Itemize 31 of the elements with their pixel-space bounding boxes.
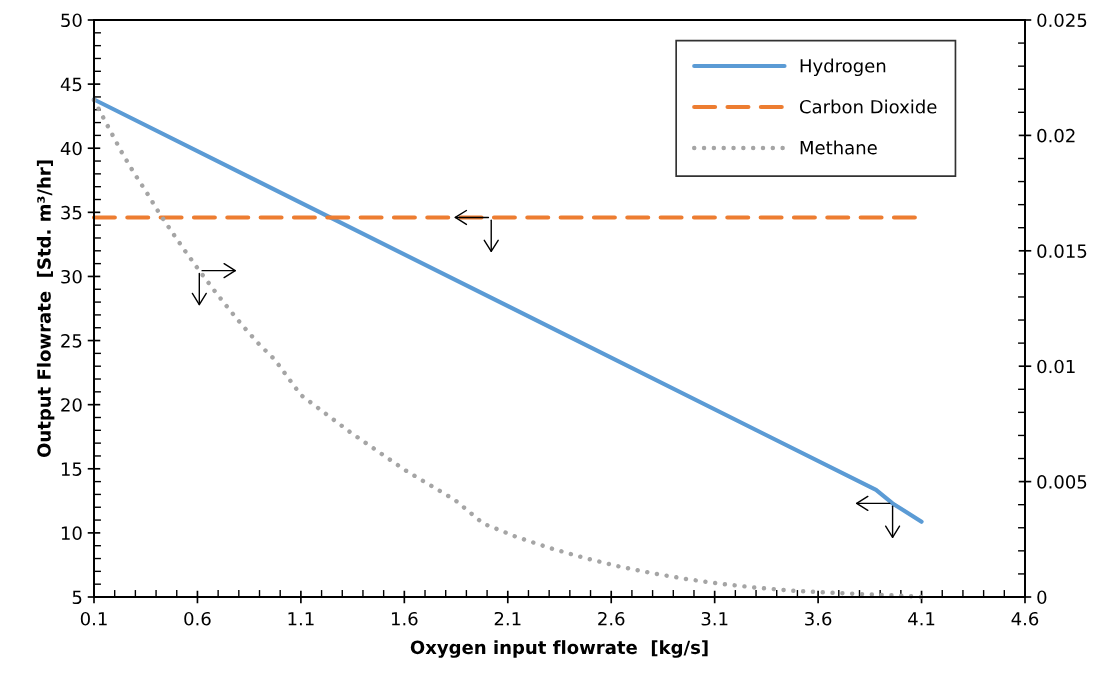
- y2-tick-label: 0.015: [1037, 244, 1087, 258]
- y2-tick-label: 0.02: [1037, 128, 1075, 143]
- x-tick-label: 1.6: [391, 611, 418, 626]
- y-tick-label: 25: [61, 334, 82, 348]
- y-tick-label: 15: [61, 462, 82, 476]
- y-axis-title: Output Flowrate [Std. m³/hr]: [36, 160, 55, 458]
- y-tick-label: 20: [61, 398, 82, 412]
- legend-label: Hydrogen: [800, 58, 886, 77]
- x-tick-label: 0.6: [184, 611, 211, 626]
- y2-tick-label: 0.01: [1037, 359, 1075, 374]
- legend-label: Methane: [800, 140, 877, 155]
- y-tick-label: 35: [61, 205, 82, 220]
- y-tick-label: 40: [60, 141, 82, 156]
- x-tick-label: 2.6: [598, 611, 625, 626]
- x-tick-label: 0.1: [80, 611, 107, 626]
- x-axis-title: Oxygen input flowrate [kg/s]: [410, 640, 708, 658]
- y-tick-label: 10: [61, 526, 82, 541]
- y-tick-label: 30: [61, 269, 82, 284]
- x-tick-label: 4.1: [908, 612, 935, 626]
- legend-label: Carbon Dioxide: [799, 99, 937, 114]
- y2-tick-label: 0.005: [1037, 475, 1087, 489]
- x-tick-label: 3.1: [701, 611, 728, 626]
- y2-tick-label: 0.025: [1037, 13, 1087, 28]
- y-tick-label: 5: [72, 590, 82, 605]
- y-tick-label: 50: [61, 13, 82, 28]
- x-tick-label: 1.1: [288, 612, 314, 626]
- x-tick-label: 2.1: [494, 611, 521, 626]
- x-tick-label: 4.6: [1011, 611, 1039, 626]
- y2-tick-label: 0: [1037, 590, 1047, 605]
- y-tick-label: 45: [60, 77, 82, 92]
- x-tick-label: 3.6: [805, 611, 832, 626]
